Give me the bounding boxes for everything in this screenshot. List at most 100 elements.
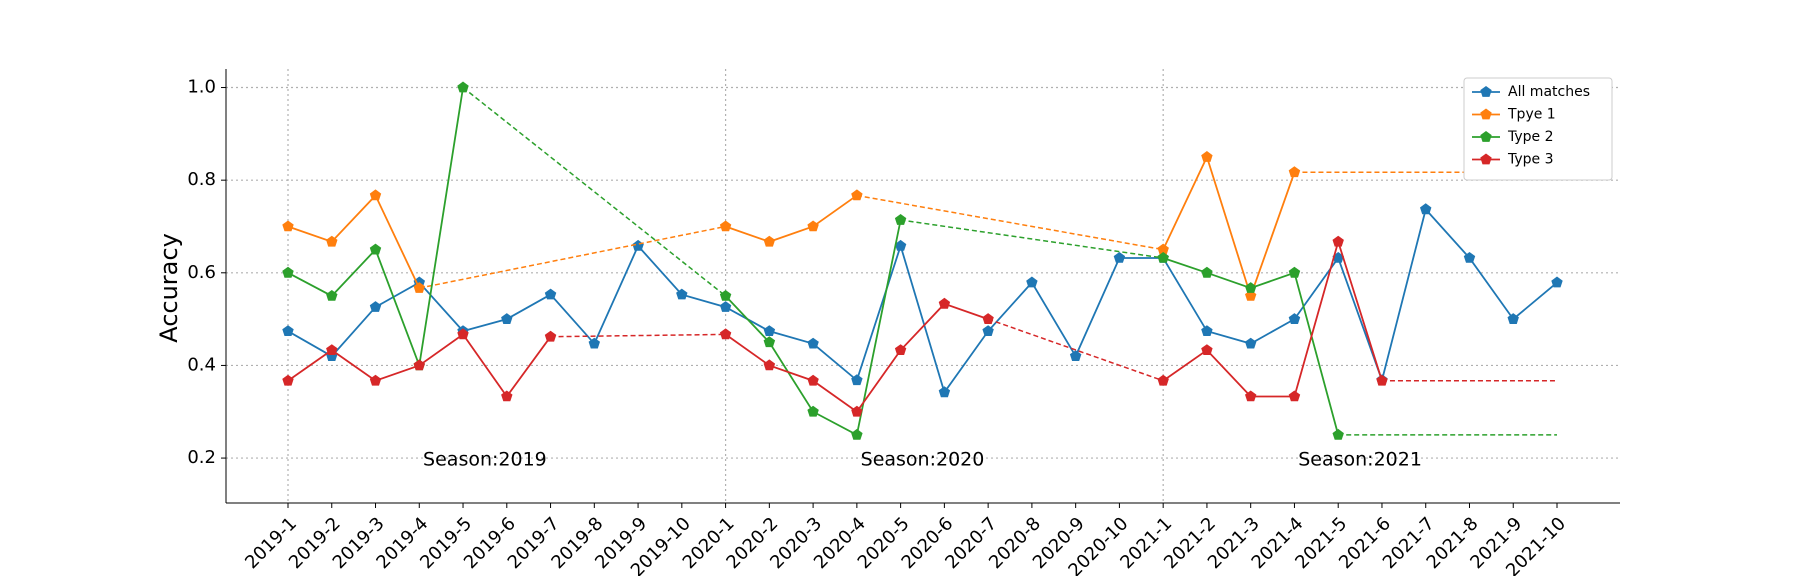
point xyxy=(894,214,907,225)
point xyxy=(676,288,688,300)
point xyxy=(282,374,294,386)
point xyxy=(326,235,338,247)
point xyxy=(1288,266,1301,278)
legend-box xyxy=(1463,77,1613,181)
point xyxy=(1113,252,1126,263)
point xyxy=(807,374,819,386)
point xyxy=(894,344,907,355)
legend-marker xyxy=(1480,86,1492,97)
point xyxy=(1157,252,1169,263)
point xyxy=(282,220,294,232)
gap-line xyxy=(856,194,1164,251)
point xyxy=(1026,276,1038,288)
legend-marker xyxy=(1480,131,1492,142)
gap-line xyxy=(987,318,1164,382)
y-axis-label: Accuracy xyxy=(155,233,183,343)
point xyxy=(1376,374,1388,386)
gap-line xyxy=(550,333,726,338)
point xyxy=(369,243,382,255)
legend-label: All matches xyxy=(1508,84,1590,100)
legend-label: Type 3 xyxy=(1507,152,1554,168)
point xyxy=(1201,151,1213,162)
series-line xyxy=(287,207,1558,395)
gap-line xyxy=(462,86,727,297)
point xyxy=(1463,252,1476,263)
point xyxy=(501,390,513,402)
point xyxy=(544,330,557,342)
gap-line xyxy=(419,225,726,289)
point xyxy=(719,328,732,340)
point xyxy=(1245,282,1257,293)
point xyxy=(282,325,294,336)
point xyxy=(1245,337,1257,349)
point xyxy=(632,239,644,251)
series-line xyxy=(1162,154,1296,299)
point xyxy=(763,336,776,348)
series-line xyxy=(725,302,989,414)
point xyxy=(1507,313,1519,324)
point xyxy=(282,266,294,278)
point xyxy=(851,405,863,417)
point xyxy=(1069,350,1082,361)
point xyxy=(1157,374,1169,386)
point xyxy=(851,428,863,440)
point xyxy=(1288,166,1301,178)
point xyxy=(413,359,425,371)
point xyxy=(851,374,863,386)
point xyxy=(1288,313,1301,324)
legend-label: Type 2 xyxy=(1507,129,1554,145)
y-tick-label: 0.8 xyxy=(187,169,216,190)
point xyxy=(851,189,863,201)
legend-marker xyxy=(1480,153,1492,165)
point xyxy=(719,301,732,312)
series-line xyxy=(287,193,421,289)
point xyxy=(719,290,732,301)
annotation: Season:2019 xyxy=(423,449,547,471)
point xyxy=(369,189,382,201)
point xyxy=(544,288,557,300)
point xyxy=(982,325,994,336)
point xyxy=(413,282,425,293)
point xyxy=(1157,243,1169,255)
point xyxy=(1420,203,1432,215)
point xyxy=(326,290,338,301)
y-tick-label: 0.2 xyxy=(187,447,216,468)
point xyxy=(763,235,776,247)
point xyxy=(1201,344,1213,355)
point xyxy=(326,344,338,355)
y-tick-label: 0.6 xyxy=(187,262,216,283)
legend-label: Tpye 1 xyxy=(1507,107,1556,123)
point xyxy=(719,220,732,232)
point xyxy=(807,337,819,349)
series-line xyxy=(287,87,464,369)
point xyxy=(938,386,951,398)
point xyxy=(1288,390,1301,402)
annotation: Season:2021 xyxy=(1298,449,1422,471)
point xyxy=(457,328,469,340)
point xyxy=(501,313,513,324)
point xyxy=(457,81,469,93)
point xyxy=(1332,235,1344,247)
y-tick-label: 1.0 xyxy=(187,77,216,98)
point xyxy=(1245,390,1257,402)
y-tick-label: 0.4 xyxy=(187,354,216,375)
point xyxy=(807,220,819,232)
point xyxy=(1201,325,1213,336)
point xyxy=(807,405,819,417)
point xyxy=(763,359,776,371)
gap-line xyxy=(900,219,1164,259)
point xyxy=(588,337,600,349)
point xyxy=(982,313,994,324)
point xyxy=(894,239,907,251)
annotation: Season:2020 xyxy=(861,449,985,471)
series-line xyxy=(1162,238,1383,398)
point xyxy=(369,374,382,386)
point xyxy=(938,297,951,309)
point xyxy=(1551,276,1563,288)
series-line xyxy=(725,194,858,243)
legend-marker xyxy=(1480,108,1492,120)
point xyxy=(763,325,776,336)
point xyxy=(1201,266,1213,278)
